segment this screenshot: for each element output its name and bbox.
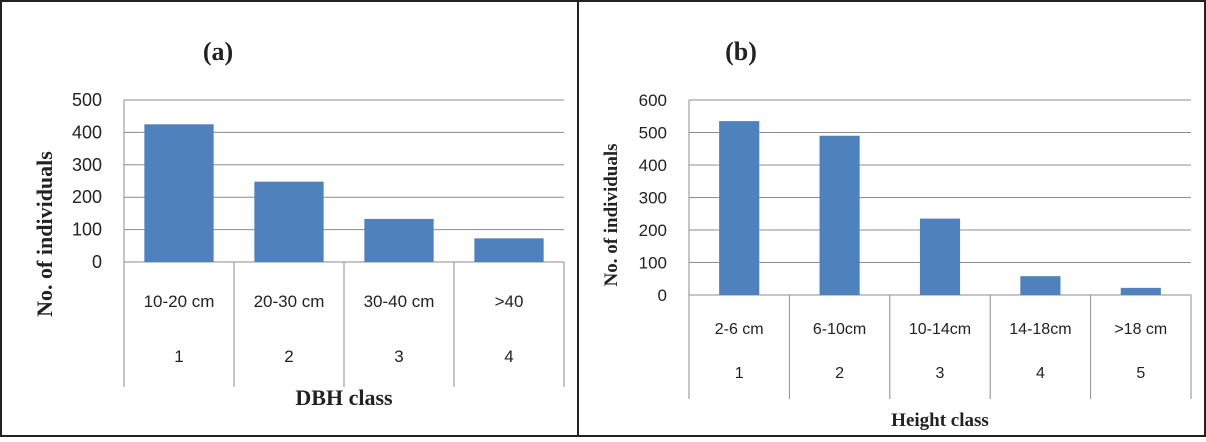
y-tick-label: 0 — [658, 286, 667, 305]
x-category-number: 2 — [284, 347, 293, 366]
y-tick-label: 100 — [639, 254, 667, 273]
x-category-label: >18 cm — [1114, 321, 1167, 338]
x-category-number: 3 — [936, 365, 945, 382]
y-tick-label: 600 — [639, 91, 667, 110]
bar — [144, 124, 214, 262]
y-tick-label: 200 — [639, 221, 667, 240]
bar — [819, 135, 860, 295]
y-tick-label: 100 — [72, 220, 102, 240]
bar — [254, 181, 324, 262]
bar — [364, 218, 434, 262]
x-category-label: 20-30 cm — [254, 292, 325, 311]
x-axis-title: Height class — [891, 410, 989, 431]
y-tick-label: 300 — [639, 189, 667, 208]
chart-panel-a: 0 100 200 300 400 500 10-20 cm 1 20-30 cm 2 30-40 … — [2, 2, 579, 437]
chart-panel-b: 0 100 200 300 400 500 600 2-6 cm 1 6-10cm 2 10-14cm… — [579, 2, 1206, 437]
x-category-number: 1 — [735, 365, 744, 382]
x-category-label: 10-14cm — [909, 321, 971, 338]
bar — [1120, 287, 1161, 295]
x-category-label: 2-6 cm — [715, 321, 764, 338]
panel-label: (a) — [203, 37, 233, 66]
x-axis-title: DBH class — [295, 385, 393, 410]
bar — [1020, 276, 1061, 295]
y-tick-label: 400 — [639, 156, 667, 175]
y-tick-label: 0 — [92, 252, 102, 272]
y-axis-title: No. of individuals — [601, 143, 622, 286]
bar — [719, 121, 760, 295]
x-category-number: 4 — [1036, 365, 1045, 382]
y-tick-label: 500 — [639, 124, 667, 143]
x-category-label: 10-20 cm — [144, 292, 215, 311]
y-axis-title: No. of individuals — [32, 151, 57, 317]
x-category-number: 4 — [504, 347, 513, 366]
chart-a-svg: 0 100 200 300 400 500 10-20 cm 1 20-30 cm 2 30-40 … — [32, 37, 565, 410]
x-category-label: 30-40 cm — [364, 292, 435, 311]
x-category-number: 2 — [835, 365, 844, 382]
x-category-label: 14-18cm — [1009, 321, 1071, 338]
bar — [919, 218, 961, 295]
y-tick-label: 200 — [72, 187, 102, 207]
x-category-number: 5 — [1136, 365, 1145, 382]
y-tick-label: 400 — [72, 122, 102, 142]
x-category-number: 1 — [174, 347, 183, 366]
y-tick-label: 500 — [72, 90, 102, 110]
chart-b-svg: 0 100 200 300 400 500 600 2-6 cm 1 6-10cm 2 10-14cm… — [601, 37, 1192, 431]
x-category-label: >40 — [495, 292, 524, 311]
y-tick-label: 300 — [72, 155, 102, 175]
bar — [474, 238, 544, 262]
panel-label: (b) — [725, 37, 757, 66]
x-category-number: 3 — [394, 347, 403, 366]
x-category-label: 6-10cm — [813, 321, 866, 338]
